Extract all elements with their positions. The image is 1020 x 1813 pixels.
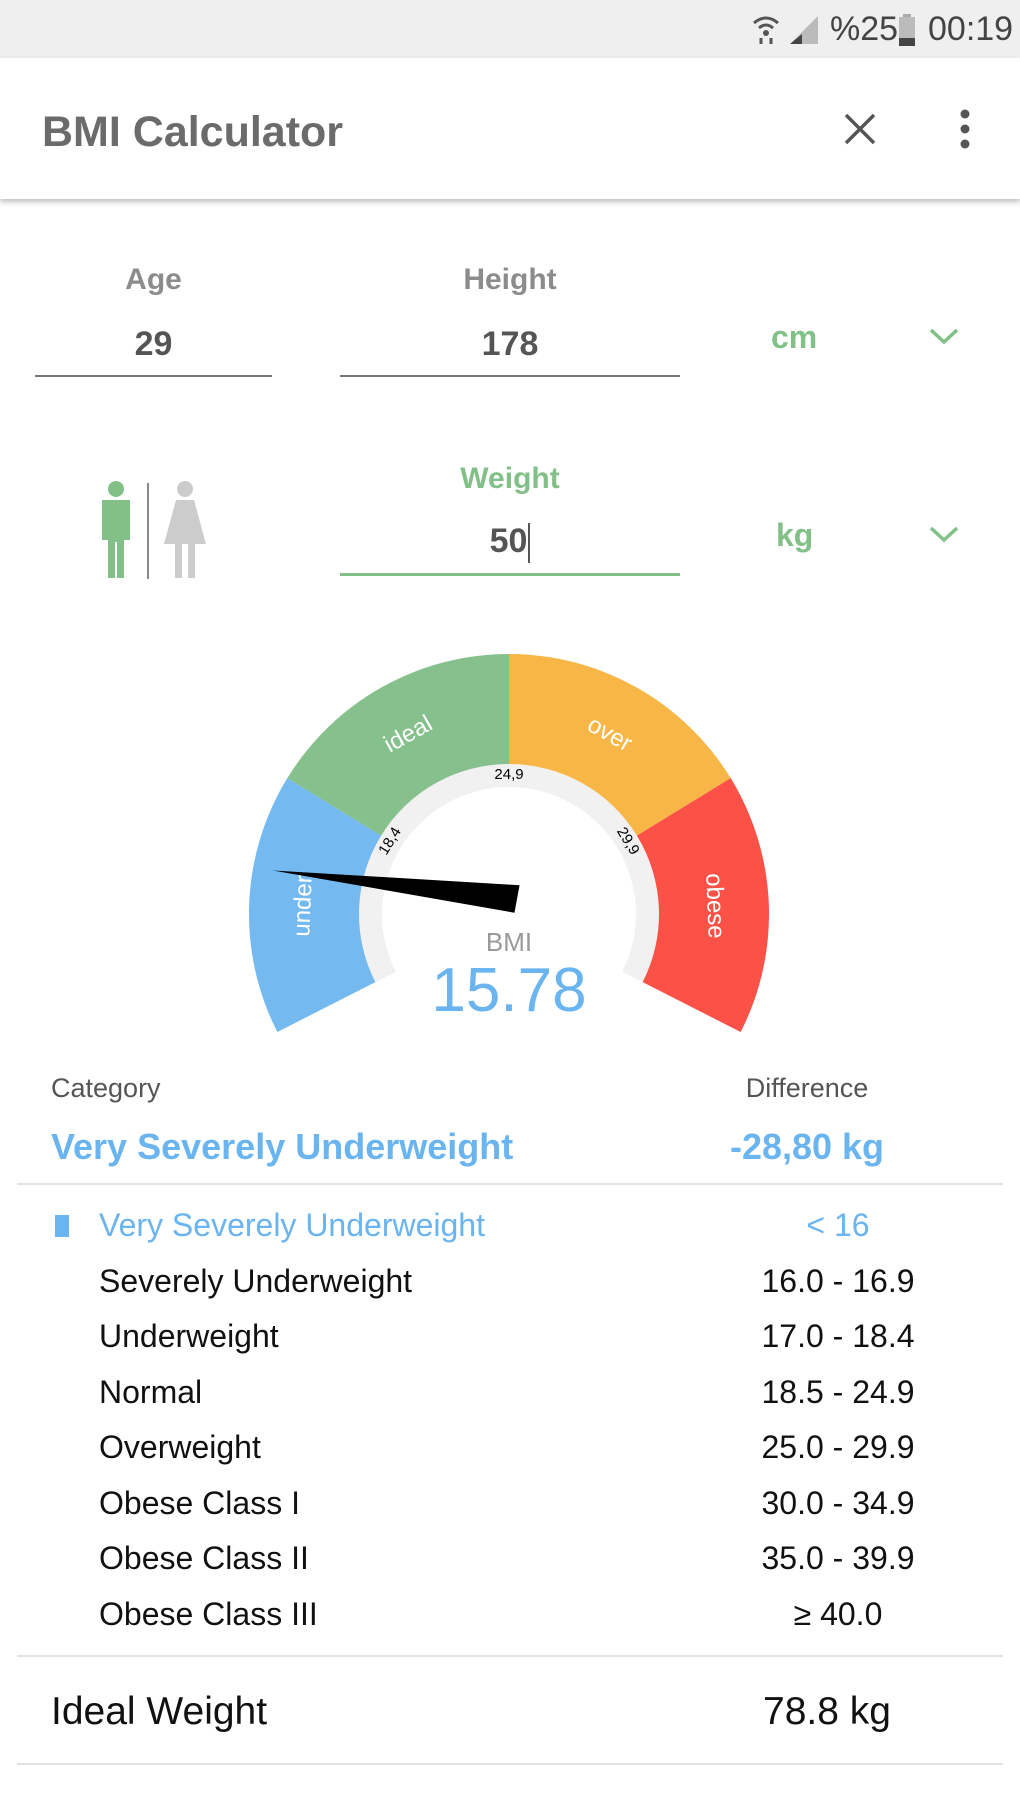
category-range: 16.0 - 16.9 [761, 1262, 915, 1299]
bmi-value: 15.78 [431, 956, 587, 1025]
signal-icon [790, 16, 818, 44]
category-value: Very Severely Underweight [51, 1126, 514, 1167]
gauge-segment-label: obese [700, 873, 730, 939]
table-row: Obese Class III ≥ 40.0 [0, 1588, 1020, 1643]
weight-input[interactable]: 50 [340, 522, 680, 564]
table-row: Underweight 17.0 - 18.4 [0, 1310, 1020, 1365]
category-range: 18.5 - 24.9 [761, 1373, 915, 1410]
category-name: Obese Class I [99, 1484, 300, 1521]
text-cursor [528, 523, 531, 564]
category-name: Obese Class III [99, 1595, 318, 1632]
battery-percent: %25 [830, 10, 899, 48]
category-range: 17.0 - 18.4 [761, 1318, 915, 1354]
category-name: Very Severely Underweight [99, 1207, 485, 1243]
gauge-segment-under [249, 778, 382, 1033]
weight-underline [340, 573, 680, 576]
weight-label: Weight [460, 462, 560, 495]
chevron-down-icon[interactable] [928, 524, 960, 544]
close-icon[interactable] [843, 112, 877, 146]
height-unit-select[interactable]: cm [771, 319, 818, 355]
male-icon[interactable] [96, 480, 136, 580]
category-name: Severely Underweight [99, 1262, 413, 1299]
category-range: 30.0 - 34.9 [761, 1484, 915, 1521]
category-name: Obese Class II [99, 1540, 309, 1576]
age-label: Age [125, 263, 182, 296]
category-label: Category [51, 1073, 161, 1103]
height-input[interactable]: 178 [481, 325, 539, 363]
active-marker [55, 1215, 69, 1237]
app-bar: BMI Calculator [0, 58, 1020, 199]
gauge-segment-over [509, 654, 731, 836]
divider [17, 1763, 1003, 1765]
age-underline [35, 375, 272, 377]
category-name: Normal [99, 1373, 203, 1410]
gauge-segment-ideal [287, 654, 509, 836]
gauge-inner-ring [358, 764, 659, 983]
difference-value: -28,80 kg [729, 1126, 885, 1167]
gauge-segment-label: under [288, 875, 317, 937]
category-name: Underweight [99, 1318, 279, 1354]
category-range: ≥ 40.0 [793, 1595, 883, 1632]
category-range: < 16 [806, 1207, 870, 1243]
divider [17, 1183, 1003, 1185]
table-row: Very Severely Underweight < 16 [0, 1199, 1020, 1254]
divider [17, 1655, 1003, 1657]
gauge-tick-label: 24,9 [494, 766, 523, 783]
weight-value: 50 [489, 522, 528, 560]
table-row: Obese Class II 35.0 - 39.9 [0, 1532, 1020, 1587]
more-vert-icon[interactable] [958, 108, 972, 150]
table-row: Normal 18.5 - 24.9 [0, 1366, 1020, 1421]
ideal-weight-value: 78.8 kg [763, 1690, 891, 1733]
category-name: Overweight [99, 1429, 261, 1465]
height-label: Height [463, 263, 557, 296]
category-range: 35.0 - 39.9 [761, 1540, 915, 1576]
page-title: BMI Calculator [42, 108, 344, 156]
ideal-weight-label: Ideal Weight [51, 1690, 268, 1733]
battery-icon [899, 14, 915, 46]
gauge-segment-obese [636, 778, 770, 1033]
difference-label: Difference [745, 1073, 869, 1103]
category-range: 25.0 - 29.9 [761, 1429, 915, 1465]
gauge-needle [272, 870, 520, 913]
clock: 00:19 [928, 10, 1014, 48]
weight-unit-select[interactable]: kg [776, 517, 814, 553]
status-bar: %25 00:19 [0, 0, 1020, 58]
wifi-icon [753, 16, 779, 44]
gender-divider [147, 483, 149, 579]
table-row: Obese Class I 30.0 - 34.9 [0, 1477, 1020, 1532]
chevron-down-icon[interactable] [928, 326, 960, 346]
table-row: Overweight 25.0 - 29.9 [0, 1421, 1020, 1476]
height-underline [340, 375, 680, 377]
female-icon[interactable] [162, 480, 208, 580]
table-row: Severely Underweight 16.0 - 16.9 [0, 1255, 1020, 1310]
age-input[interactable]: 29 [134, 325, 173, 363]
bmi-label: BMI [485, 927, 533, 957]
